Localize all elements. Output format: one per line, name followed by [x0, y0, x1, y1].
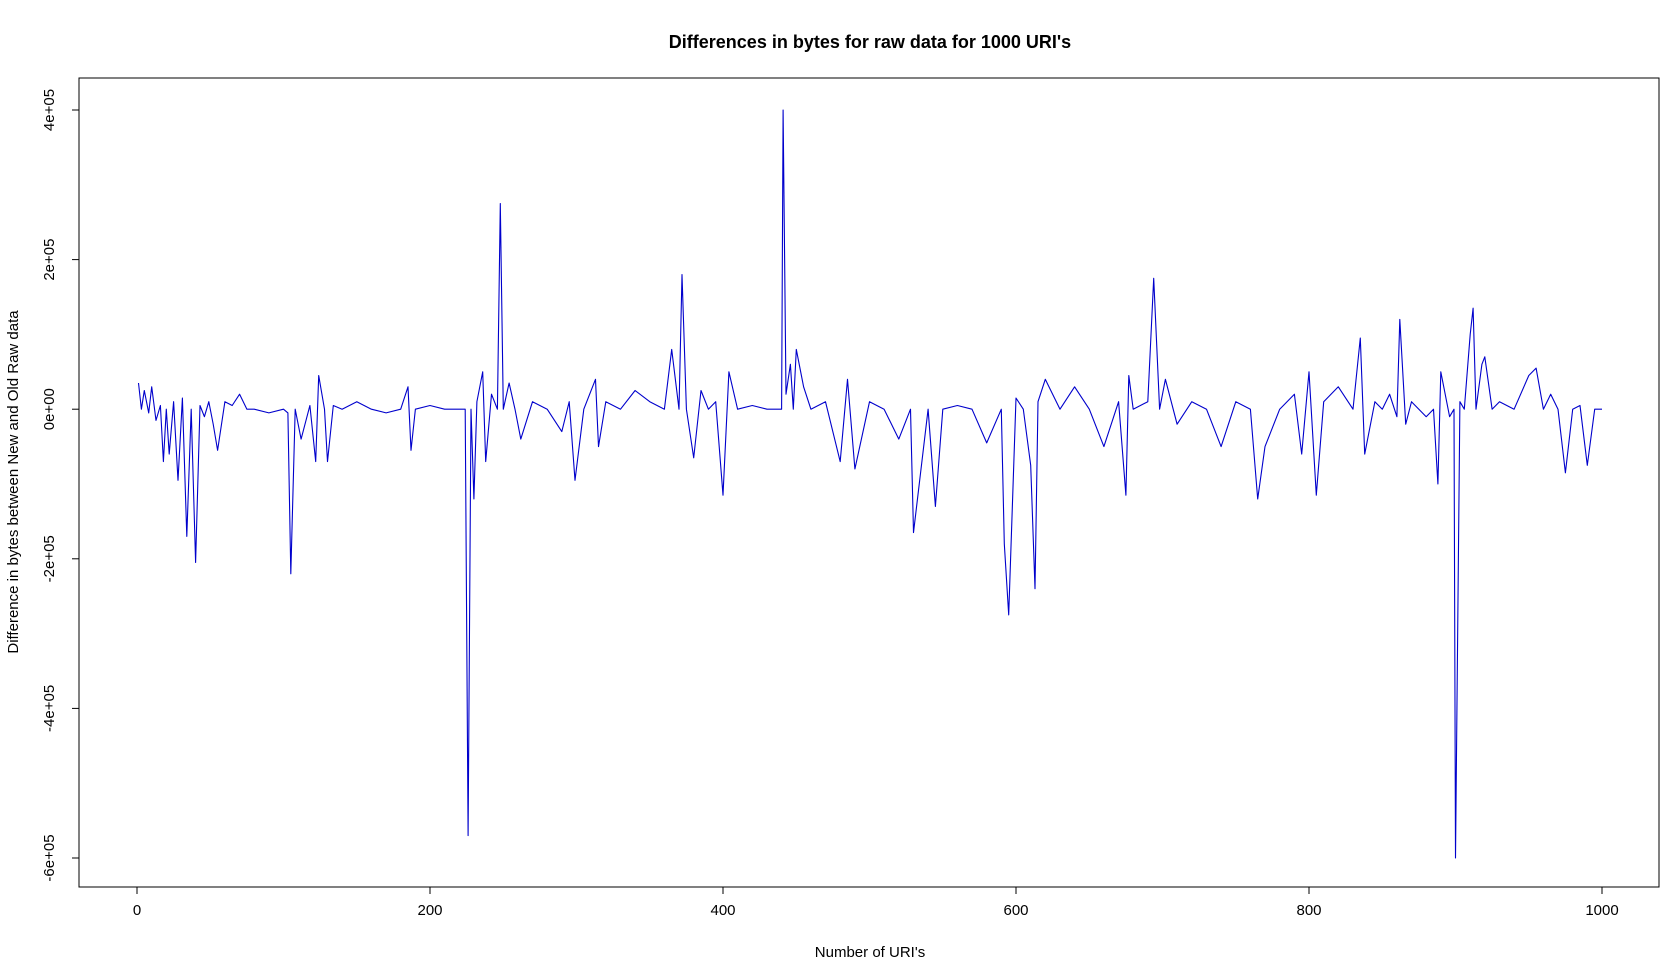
y-tick-label: -2e+05	[41, 535, 58, 582]
series-group	[137, 109, 1602, 859]
y-tick-label: 0e+00	[41, 388, 58, 430]
x-tick-label: 0	[133, 902, 141, 919]
y-tick-label: -6e+05	[41, 834, 58, 881]
x-axis: 0 200 400 600 800 1000	[133, 886, 1619, 919]
x-tick-label: 600	[1003, 902, 1028, 919]
x-tick-label: 1000	[1585, 902, 1618, 919]
y-axis-label: Difference in bytes between New and Old …	[5, 310, 22, 654]
series-line-0	[137, 109, 1602, 859]
x-tick-label: 200	[417, 902, 442, 919]
chart-title: Differences in bytes for raw data for 10…	[669, 32, 1071, 52]
plot-frame	[78, 77, 1660, 888]
x-tick-label: 800	[1296, 902, 1321, 919]
y-tick-label: 2e+05	[41, 239, 58, 281]
y-tick-label: -4e+05	[41, 685, 58, 732]
y-axis: -6e+05 -4e+05 -2e+05 0e+00 2e+05 4e+05	[41, 89, 80, 882]
x-tick-label: 400	[710, 902, 735, 919]
x-axis-label: Number of URI's	[815, 944, 925, 961]
y-tick-label: 4e+05	[41, 89, 58, 131]
